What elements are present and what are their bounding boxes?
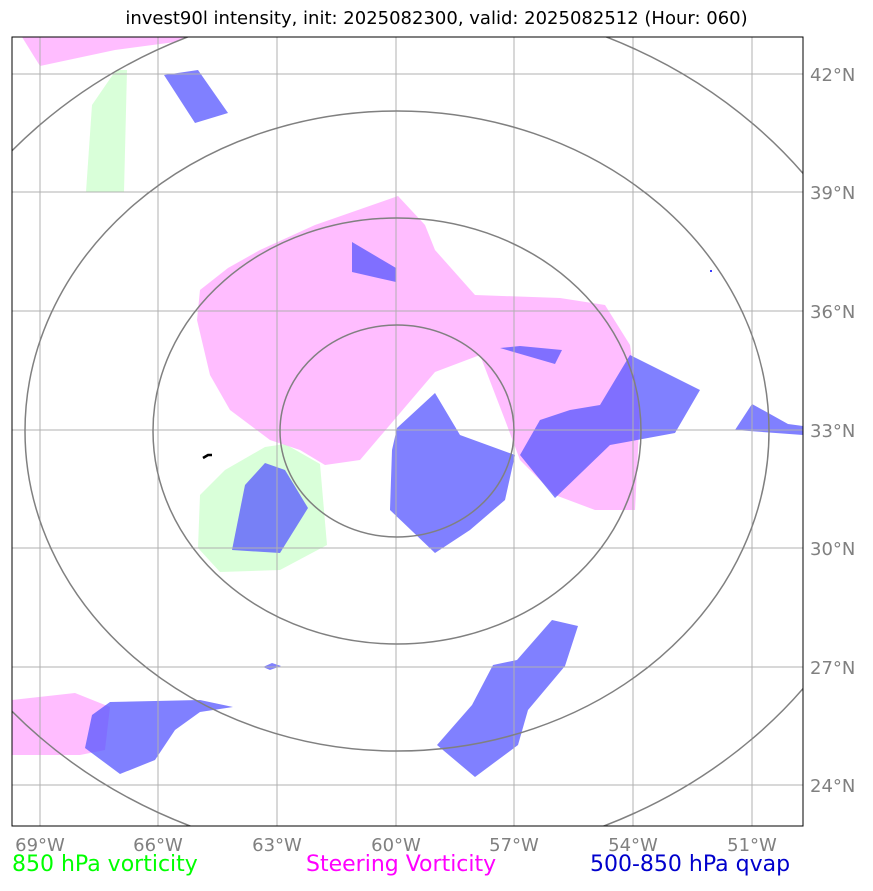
qvap-patch [352, 242, 396, 282]
steering-vorticity-patch [22, 37, 185, 66]
legend-850-vorticity: 850 hPa vorticity [12, 852, 198, 877]
steering-vorticity-layer [12, 37, 640, 755]
lat-tick-label: 33°N [810, 421, 855, 442]
longitude-labels: 69°W 66°W 63°W 60°W 57°W 54°W 51°W [15, 835, 777, 856]
lat-tick-label: 36°N [810, 302, 855, 323]
lon-tick-label: 57°W [489, 835, 539, 856]
qvap-patch [500, 346, 562, 364]
lat-tick-label: 27°N [810, 658, 855, 679]
track-marker [202, 453, 212, 460]
map-frame [11, 36, 804, 827]
map-title: invest90l intensity, init: 2025082300, v… [125, 8, 748, 29]
distance-ring [24, 110, 770, 752]
qvap-patch [164, 70, 228, 123]
latitude-labels: 24°N 27°N 30°N 33°N 36°N 39°N 42°N [810, 65, 855, 797]
legend-steering-vorticity: Steering Vorticity [306, 852, 497, 877]
lon-tick-label: 69°W [15, 835, 65, 856]
qvap-patch [232, 463, 308, 553]
graticule [12, 37, 803, 826]
distance-ring [152, 217, 642, 645]
vorticity-850-patch [86, 70, 127, 192]
distance-rings [12, 37, 803, 826]
steering-vorticity-patch [12, 693, 110, 755]
lat-tick-label: 42°N [810, 65, 855, 86]
legend-qvap: 500-850 hPa qvap [590, 852, 791, 877]
lat-tick-label: 24°N [810, 776, 855, 797]
lon-tick-label: 66°W [133, 835, 183, 856]
lat-tick-label: 39°N [810, 183, 855, 204]
lon-tick-label: 60°W [371, 835, 421, 856]
point-marker [710, 270, 712, 272]
qvap-patch [437, 620, 578, 777]
qvap-layer [85, 70, 803, 777]
lon-tick-label: 51°W [727, 835, 777, 856]
lon-tick-label: 63°W [252, 835, 302, 856]
lon-tick-label: 54°W [608, 835, 658, 856]
steering-vorticity-patch [197, 196, 640, 510]
qvap-patch [85, 700, 233, 774]
qvap-patch [390, 393, 515, 553]
distance-ring [279, 324, 515, 538]
qvap-patch [520, 355, 700, 498]
lat-tick-label: 30°N [810, 539, 855, 560]
